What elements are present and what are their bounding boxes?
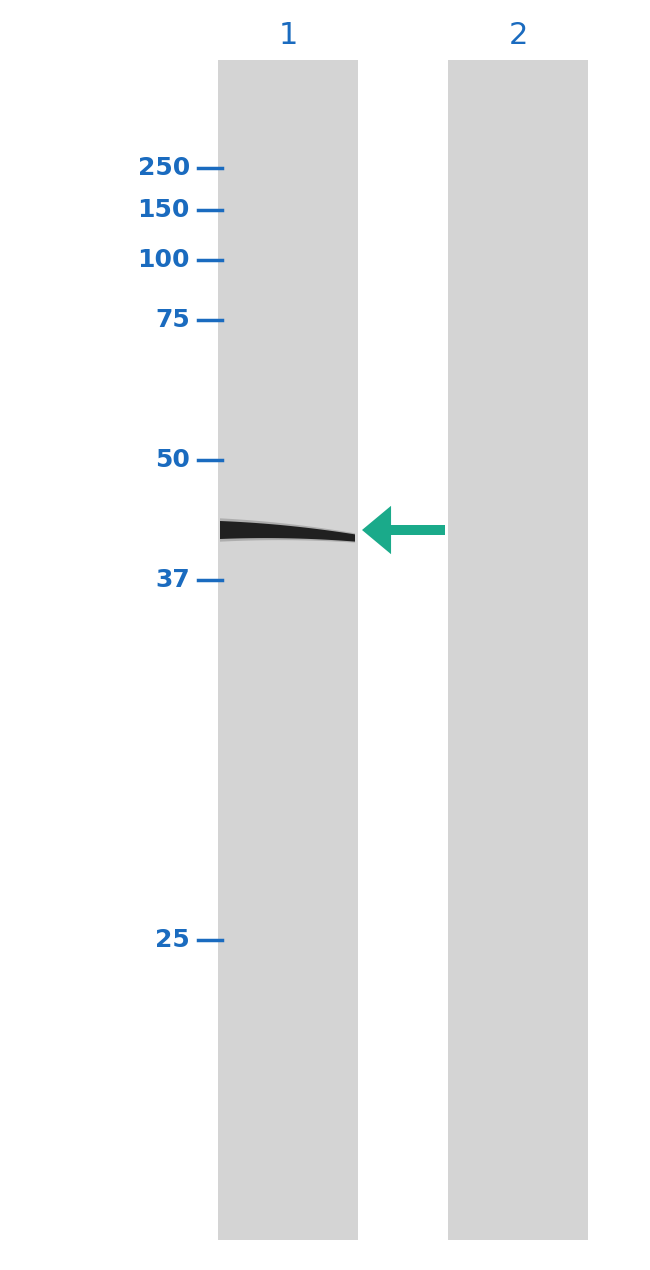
Bar xyxy=(218,60,358,1240)
Text: 100: 100 xyxy=(138,248,190,272)
Text: 2: 2 xyxy=(508,20,528,50)
Text: 25: 25 xyxy=(155,928,190,952)
Text: 75: 75 xyxy=(155,309,190,331)
Text: 37: 37 xyxy=(155,568,190,592)
Polygon shape xyxy=(220,518,355,542)
FancyArrow shape xyxy=(362,505,445,554)
Text: 1: 1 xyxy=(278,20,298,50)
Text: 250: 250 xyxy=(138,156,190,180)
Text: 50: 50 xyxy=(155,448,190,472)
Polygon shape xyxy=(220,521,355,541)
Text: 150: 150 xyxy=(138,198,190,222)
Bar xyxy=(448,60,588,1240)
